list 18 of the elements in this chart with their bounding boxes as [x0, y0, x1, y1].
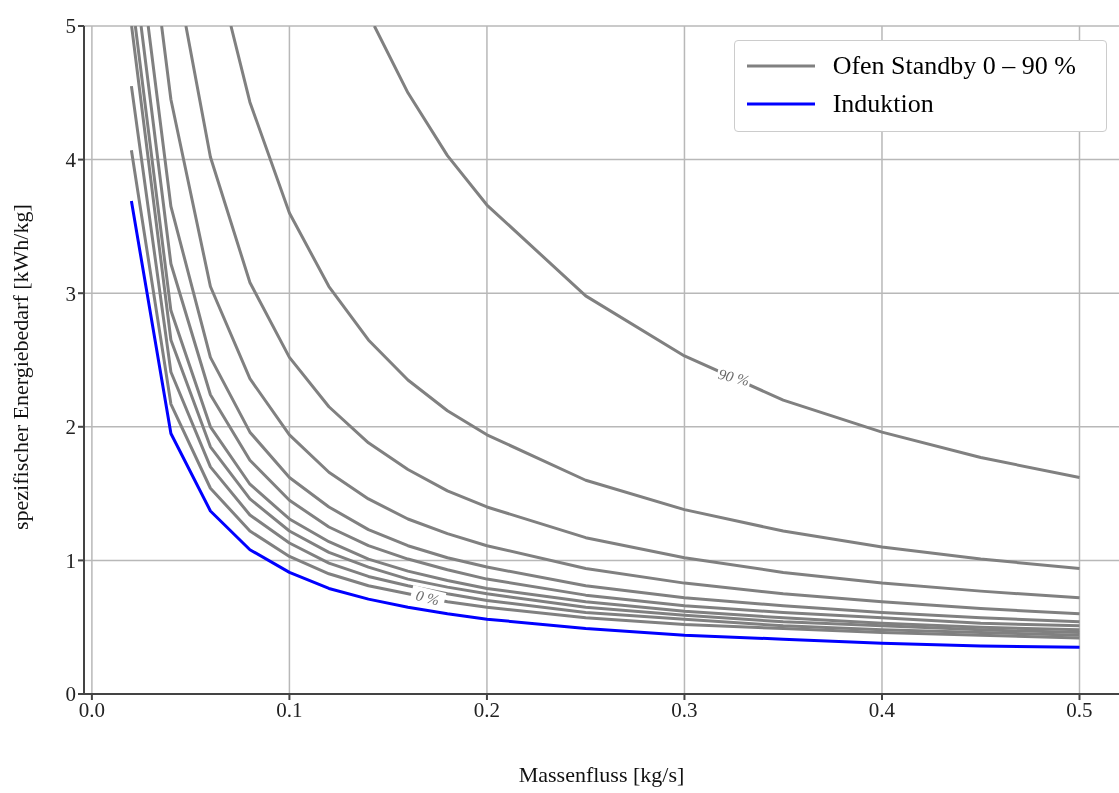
y-tick-label: 2 [65, 415, 76, 440]
x-tick-label: 0.3 [671, 697, 698, 722]
y-tick-label: 0 [65, 682, 76, 707]
x-axis-title: Massenfluss [kg/s] [518, 762, 685, 787]
legend-label: Induktion [832, 88, 934, 120]
x-tick-label: 0.5 [1066, 697, 1093, 722]
x-tick-label: 0.4 [868, 697, 896, 722]
legend-label: Ofen Standby 0 – 90 % [832, 50, 1076, 82]
y-tick-label: 4 [65, 148, 77, 173]
x-tick-label: 0.2 [473, 697, 501, 722]
x-tick-label: 0.0 [78, 697, 106, 722]
y-tick-label: 5 [65, 14, 76, 39]
annotation: 0 % [414, 587, 442, 609]
y-tick-label: 1 [65, 548, 76, 573]
x-tick-label: 0.1 [276, 697, 303, 722]
annotation: 90 % [716, 365, 751, 389]
y-tick-label: 3 [65, 281, 76, 306]
y-axis-title: spezifischer Energiebedarf [kWh/kg] [7, 204, 33, 530]
